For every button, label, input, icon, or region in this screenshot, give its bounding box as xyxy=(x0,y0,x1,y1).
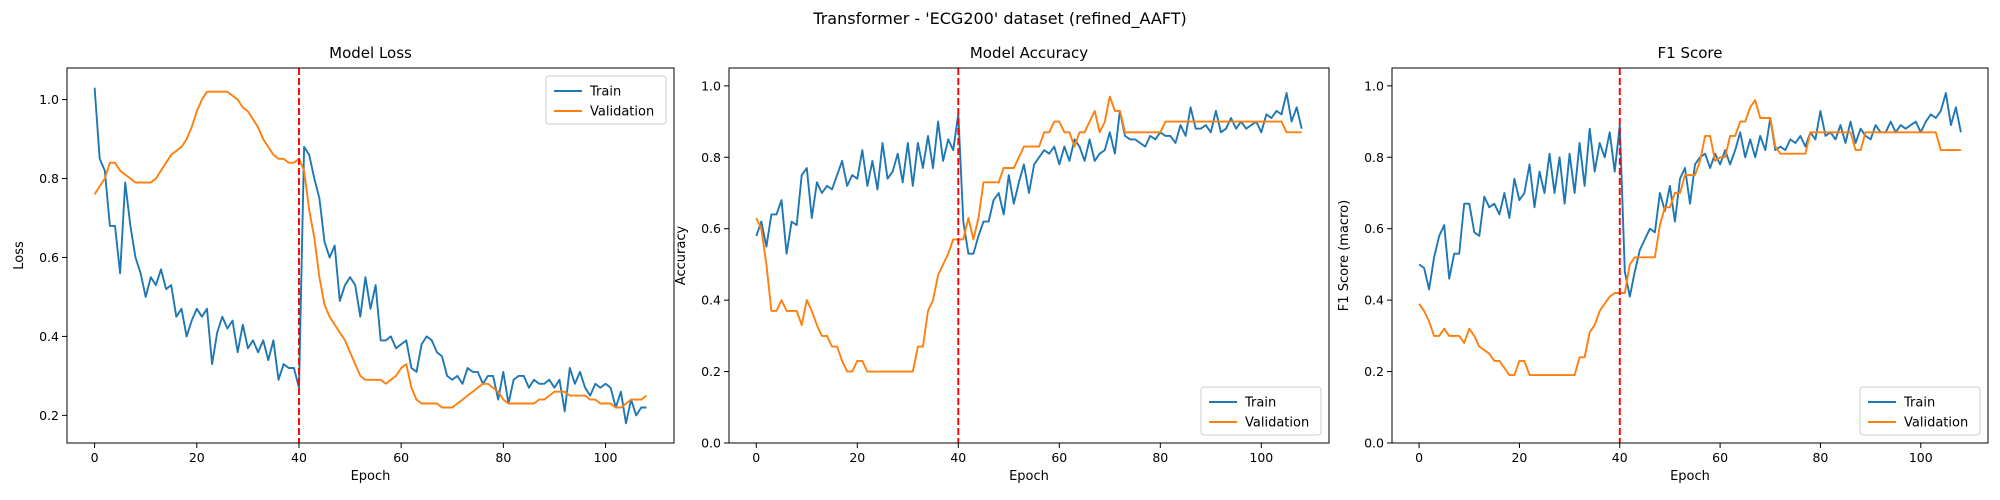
y-tick-label: 1.0 xyxy=(701,78,721,93)
x-tick-label: 80 xyxy=(495,450,511,465)
y-tick-label: 1.0 xyxy=(39,92,59,107)
x-tick-label: 100 xyxy=(594,450,618,465)
y-tick-label: 0.8 xyxy=(39,171,59,186)
legend-label: Validation xyxy=(590,105,654,120)
y-tick-label: 0.8 xyxy=(701,150,721,165)
axes-frame xyxy=(66,67,675,444)
x-tick-label: 80 xyxy=(1812,450,1828,465)
x-axis-label: Epoch xyxy=(1009,469,1049,484)
series-line-validation xyxy=(755,95,1302,373)
x-tick-label: 80 xyxy=(1152,450,1168,465)
y-tick-label: 0.0 xyxy=(1364,436,1384,451)
y-tick-label: 0.4 xyxy=(701,293,721,308)
y-axis-label: Loss xyxy=(12,241,27,270)
chart-title: F1 Score xyxy=(1658,44,1723,62)
series-line-train xyxy=(755,92,1303,255)
y-tick-label: 0.8 xyxy=(1364,150,1384,165)
y-tick-label: 0.2 xyxy=(701,364,721,379)
x-tick-label: 60 xyxy=(1051,450,1067,465)
series-line-validation xyxy=(93,90,647,409)
y-axis-label: F1 Score (macro) xyxy=(1337,200,1352,311)
legend: Train Validation xyxy=(545,75,667,125)
x-axis-label: Epoch xyxy=(1670,469,1710,484)
chart-panel-3: 0 20 40 60 80 100 0.0 0.2 0.4 0.6 0.8 1.0 F1 Score Ep… xyxy=(1337,44,1989,484)
x-tick-label: 40 xyxy=(950,450,966,465)
x-tick-label: 0 xyxy=(1415,450,1423,465)
x-axis-label: Epoch xyxy=(351,469,391,484)
x-tick-label: 20 xyxy=(849,450,865,465)
y-tick-label: 0.6 xyxy=(1364,221,1384,236)
legend-label: Validation xyxy=(1245,416,1309,431)
x-tick-label: 20 xyxy=(1511,450,1527,465)
y-tick-label: 0.2 xyxy=(39,408,59,423)
y-tick-label: 0.0 xyxy=(701,436,721,451)
axes-frame xyxy=(1391,67,1989,444)
x-tick-label: 100 xyxy=(1249,450,1273,465)
x-tick-label: 100 xyxy=(1909,450,1933,465)
chart-title: Model Accuracy xyxy=(970,44,1088,62)
x-tick-label: 60 xyxy=(1712,450,1728,465)
x-tick-label: 40 xyxy=(291,450,307,465)
y-axis-label: Accuracy xyxy=(674,226,689,286)
legend-label: Train xyxy=(1903,396,1935,411)
y-tick-label: 0.6 xyxy=(701,221,721,236)
x-tick-label: 0 xyxy=(91,450,99,465)
chart-panel-1: 0 20 40 60 80 100 0.2 0.4 0.6 0.8 1.0 Model Loss Epo… xyxy=(12,44,675,484)
y-tick-label: 0.6 xyxy=(39,250,59,265)
legend-label: Train xyxy=(1244,396,1276,411)
y-tick-label: 1.0 xyxy=(1364,78,1384,93)
x-tick-label: 0 xyxy=(752,450,760,465)
series-line-train xyxy=(93,87,647,425)
series-line-train xyxy=(1418,92,1962,298)
figure-suptitle: Transformer - 'ECG200' dataset (refined_… xyxy=(812,9,1186,29)
legend: Train Validation xyxy=(1200,386,1322,436)
chart-panel-2: 0 20 40 60 80 100 0.0 0.2 0.4 0.6 0.8 1.0 Model Accu… xyxy=(674,44,1330,484)
legend: Train Validation xyxy=(1859,386,1981,436)
x-tick-label: 20 xyxy=(189,450,205,465)
y-tick-label: 0.4 xyxy=(1364,293,1384,308)
legend-label: Train xyxy=(589,85,621,100)
legend-label: Validation xyxy=(1904,416,1968,431)
x-tick-label: 40 xyxy=(1612,450,1628,465)
series-line-validation xyxy=(1418,99,1961,377)
y-tick-label: 0.4 xyxy=(39,329,59,344)
y-tick-label: 0.2 xyxy=(1364,364,1384,379)
axes-frame xyxy=(728,67,1330,444)
chart-title: Model Loss xyxy=(329,44,412,62)
x-tick-label: 60 xyxy=(393,450,409,465)
